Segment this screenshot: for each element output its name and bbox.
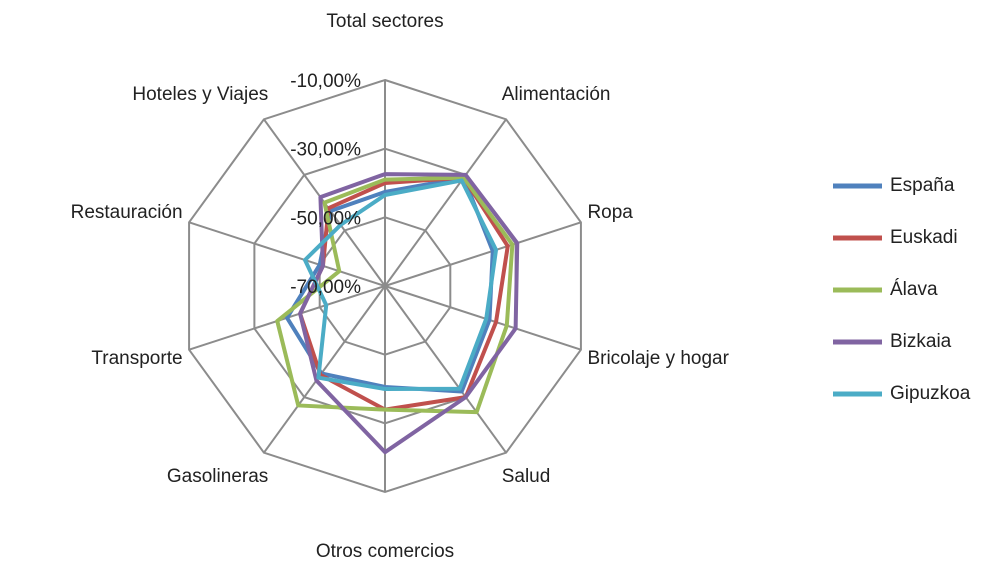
spoke bbox=[188, 221, 386, 287]
category-label: Ropa bbox=[587, 202, 633, 223]
spoke bbox=[384, 118, 507, 287]
category-label: Otros comercios bbox=[316, 541, 454, 562]
category-label: Transporte bbox=[91, 348, 182, 369]
legend-label: Gipuzkoa bbox=[890, 383, 971, 404]
legend-label: Euskadi bbox=[890, 227, 958, 248]
y-tick-label: -70,00% bbox=[290, 277, 361, 298]
category-label: Total sectores bbox=[326, 11, 443, 32]
legend-label: Bizkaia bbox=[890, 331, 952, 352]
category-label: Salud bbox=[502, 466, 551, 487]
y-tick-label: -10,00% bbox=[290, 71, 361, 92]
category-label: Bricolaje y hogar bbox=[587, 348, 729, 369]
spoke bbox=[263, 285, 386, 454]
category-label: Restauración bbox=[71, 202, 183, 223]
spoke bbox=[384, 285, 582, 351]
legend-label: Álava bbox=[890, 279, 938, 300]
legend-label: España bbox=[890, 175, 955, 196]
y-tick-label: -50,00% bbox=[290, 208, 361, 229]
category-label: Gasolineras bbox=[167, 466, 268, 487]
spoke bbox=[384, 285, 507, 454]
y-tick-label: -30,00% bbox=[290, 140, 361, 161]
series-line bbox=[275, 175, 515, 415]
category-label: Hoteles y Viajes bbox=[132, 84, 268, 105]
series-line bbox=[303, 178, 499, 391]
spoke bbox=[384, 221, 582, 287]
category-label: Alimentación bbox=[502, 84, 611, 105]
